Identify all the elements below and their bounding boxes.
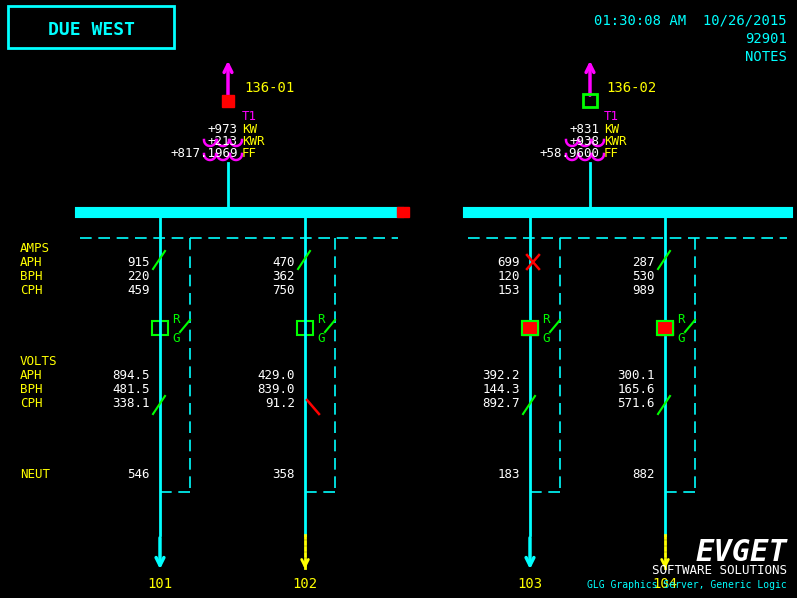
Text: R: R (172, 313, 179, 326)
Text: G: G (677, 332, 685, 345)
Text: 120: 120 (497, 270, 520, 283)
Text: +831: +831 (570, 123, 600, 136)
Text: G: G (172, 332, 179, 345)
Text: 470: 470 (273, 256, 295, 269)
Text: T1: T1 (242, 110, 257, 123)
Text: EVGET: EVGET (695, 538, 787, 567)
Text: +938: +938 (570, 135, 600, 148)
Text: 287: 287 (633, 256, 655, 269)
Bar (522, 321, 538, 335)
Text: BPH: BPH (20, 270, 42, 283)
Text: BPH: BPH (20, 383, 42, 396)
Text: VOLTS: VOLTS (20, 355, 57, 368)
Text: T1: T1 (604, 110, 619, 123)
Text: APH: APH (20, 256, 42, 269)
Text: SOFTWARE SOLUTIONS: SOFTWARE SOLUTIONS (652, 564, 787, 577)
Text: FF: FF (604, 147, 619, 160)
Text: CPH: CPH (20, 284, 42, 297)
Text: 144.3: 144.3 (482, 383, 520, 396)
Text: R: R (542, 313, 549, 326)
Bar (397, 207, 409, 217)
Text: +58.9600: +58.9600 (540, 147, 600, 160)
Text: +973: +973 (208, 123, 238, 136)
Text: 358: 358 (273, 468, 295, 481)
Text: 102: 102 (292, 577, 317, 591)
Text: 136-01: 136-01 (244, 81, 294, 95)
FancyBboxPatch shape (8, 6, 174, 48)
Text: 01:30:08 AM  10/26/2015: 01:30:08 AM 10/26/2015 (595, 14, 787, 28)
Text: CPH: CPH (20, 397, 42, 410)
Text: 546: 546 (128, 468, 150, 481)
Text: KW: KW (242, 123, 257, 136)
Bar (583, 94, 597, 107)
Text: 699: 699 (497, 256, 520, 269)
Text: 104: 104 (653, 577, 677, 591)
Bar (522, 321, 538, 335)
Text: 429.0: 429.0 (257, 369, 295, 382)
Text: 750: 750 (273, 284, 295, 297)
Text: 220: 220 (128, 270, 150, 283)
Bar (657, 321, 673, 335)
Text: 915: 915 (128, 256, 150, 269)
Text: KWR: KWR (604, 135, 626, 148)
Text: 300.1: 300.1 (618, 369, 655, 382)
Text: 839.0: 839.0 (257, 383, 295, 396)
Text: FF: FF (242, 147, 257, 160)
Text: AMPS: AMPS (20, 242, 50, 255)
Text: GLG Graphics Server, Generic Logic: GLG Graphics Server, Generic Logic (587, 580, 787, 590)
Text: 183: 183 (497, 468, 520, 481)
Text: 894.5: 894.5 (112, 369, 150, 382)
Bar (297, 321, 313, 335)
Text: 92901: 92901 (745, 32, 787, 46)
Text: NOTES: NOTES (745, 50, 787, 64)
Text: 362: 362 (273, 270, 295, 283)
Text: 571.6: 571.6 (618, 397, 655, 410)
Text: R: R (317, 313, 324, 326)
Text: KWR: KWR (242, 135, 265, 148)
Text: G: G (542, 332, 549, 345)
Text: 101: 101 (147, 577, 173, 591)
Text: DUE WEST: DUE WEST (48, 21, 135, 39)
Text: 882: 882 (633, 468, 655, 481)
Text: 136-02: 136-02 (606, 81, 656, 95)
Bar (657, 321, 673, 335)
Text: 165.6: 165.6 (618, 383, 655, 396)
Text: 392.2: 392.2 (482, 369, 520, 382)
Text: G: G (317, 332, 324, 345)
Text: +213: +213 (208, 135, 238, 148)
Text: +817.1969: +817.1969 (171, 147, 238, 160)
Text: 338.1: 338.1 (112, 397, 150, 410)
Bar (522, 321, 538, 335)
Bar (657, 321, 673, 335)
Text: 459: 459 (128, 284, 150, 297)
Text: 103: 103 (517, 577, 543, 591)
Text: 153: 153 (497, 284, 520, 297)
Bar (222, 95, 234, 107)
Text: NEUT: NEUT (20, 468, 50, 481)
Text: 892.7: 892.7 (482, 397, 520, 410)
Text: APH: APH (20, 369, 42, 382)
Text: KW: KW (604, 123, 619, 136)
Text: 530: 530 (633, 270, 655, 283)
Text: 481.5: 481.5 (112, 383, 150, 396)
Text: R: R (677, 313, 685, 326)
Text: 989: 989 (633, 284, 655, 297)
Text: 91.2: 91.2 (265, 397, 295, 410)
Bar (152, 321, 168, 335)
